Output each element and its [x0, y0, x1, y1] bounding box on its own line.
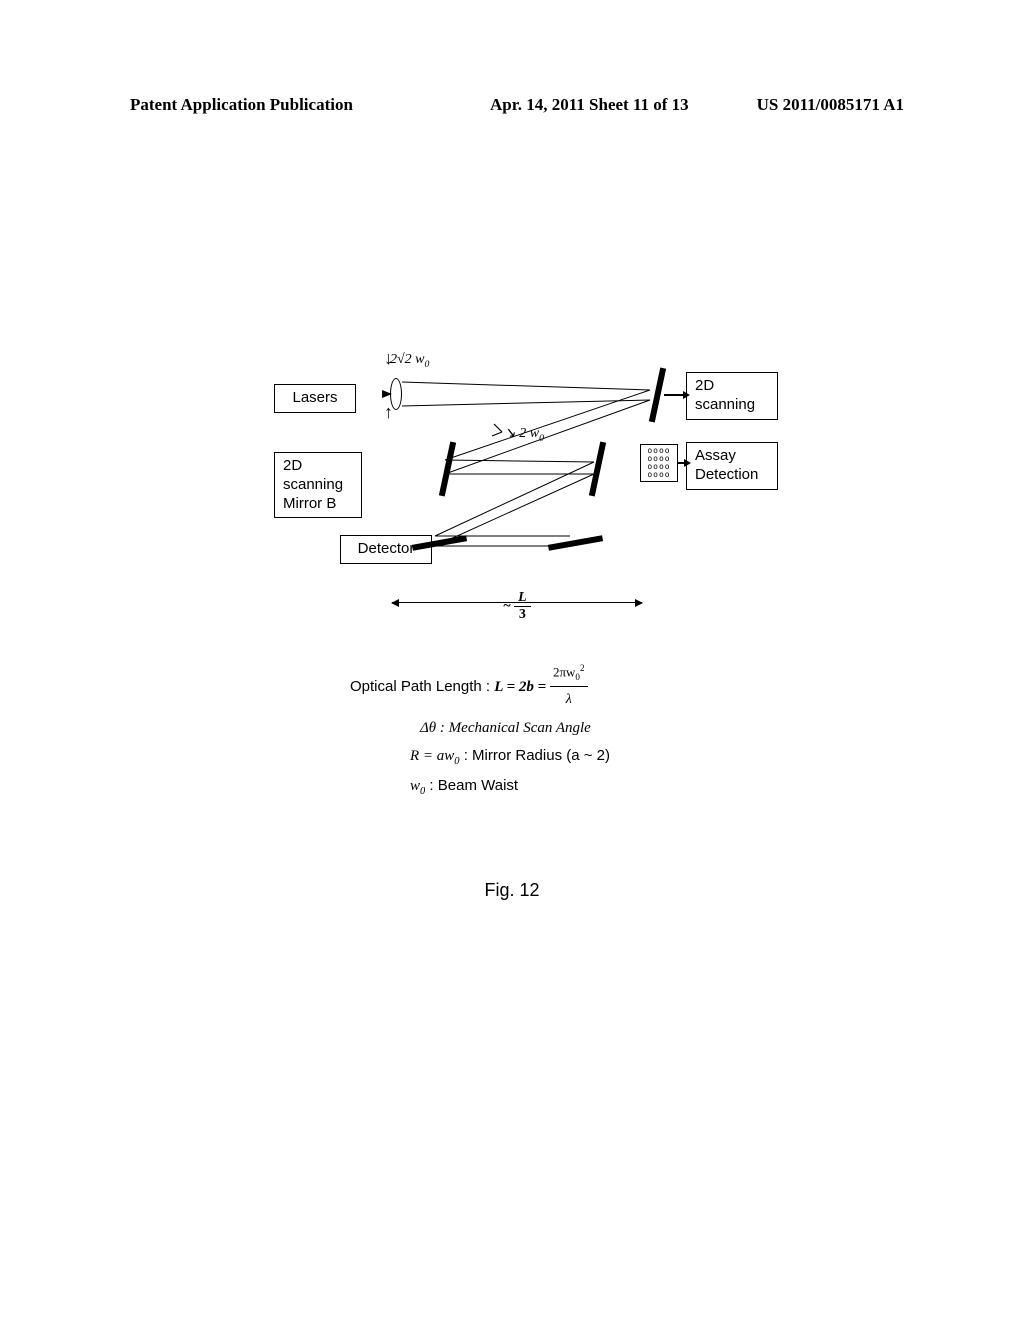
length-tilde: ~: [503, 599, 510, 614]
beam-width-top-text: 2√2 w: [390, 352, 425, 367]
eq-scan-angle-text: Δθ : Mechanical Scan Angle: [420, 720, 591, 736]
mirror-2: [589, 441, 606, 496]
eq-opl-num-sub: 0: [575, 672, 580, 682]
eq-mirror-radius: R = aw0 : Mirror Radius (a ~ 2): [350, 742, 610, 772]
equations-block: Optical Path Length : L = 2b = 2πw02 λ Δ…: [350, 660, 610, 802]
scan2d-l2: scanning: [695, 396, 755, 413]
eq-opl-var: L = 2b =: [494, 679, 550, 695]
page-header: Patent Application Publication Apr. 14, …: [130, 95, 904, 115]
length-num: L: [514, 590, 531, 607]
mirror-3: [439, 441, 456, 496]
scan2d-box: 2D scanning: [686, 372, 778, 420]
header-right: US 2011/0085171 A1: [757, 95, 904, 115]
arrow-to-assay: [678, 462, 685, 464]
eq-mr-l: R = aw: [410, 748, 454, 764]
assay-l2: Detection: [695, 466, 758, 483]
eq-mr-r: : Mirror Radius (a ~ 2): [460, 747, 610, 764]
header-center: Apr. 14, 2011 Sheet 11 of 13: [490, 95, 689, 115]
well-plate-icon: oooooooooooooooo: [640, 444, 678, 482]
eq-opl: Optical Path Length : L = 2b = 2πw02 λ: [350, 660, 610, 714]
eq-opl-den: λ: [550, 687, 588, 714]
eq-beam-waist: w0 : Beam Waist: [350, 772, 610, 802]
beam-arrow-down: ↑: [384, 402, 393, 423]
beam-width-mid: ↘ 2 w0: [504, 425, 544, 444]
eq-opl-label: Optical Path Length :: [350, 678, 494, 695]
lasers-box: Lasers: [274, 384, 356, 413]
header-left: Patent Application Publication: [130, 95, 353, 115]
beam-width-top-sub: 0: [425, 359, 430, 370]
beam-width-mid-sub: 0: [539, 433, 544, 444]
figure-caption: Fig. 12: [0, 880, 1024, 901]
length-den: 3: [514, 607, 531, 623]
mirrorb-l1: 2D: [283, 457, 302, 474]
mirror-b-box: 2D scanning Mirror B: [274, 452, 362, 518]
beam-width-mid-text: 2 w: [519, 426, 539, 441]
mirrorb-l3: Mirror B: [283, 495, 336, 512]
eq-scan-angle: Δθ : Mechanical Scan Angle: [350, 714, 610, 743]
assay-box: Assay Detection: [686, 442, 778, 490]
mirror-4: [548, 535, 603, 550]
scan2d-l1: 2D: [695, 377, 714, 394]
arrow-to-scan: [664, 394, 684, 396]
assay-l1: Assay: [695, 447, 736, 464]
eq-bw-r: : Beam Waist: [425, 777, 518, 794]
eq-opl-num-sup: 2: [580, 663, 585, 673]
optical-diagram: Lasers 2D scanning Mirror B Detector 2D …: [270, 370, 810, 650]
beam-width-top: 2√2 w0: [390, 352, 429, 370]
eq-bw-l: w: [410, 778, 420, 794]
eq-opl-num: 2πw: [553, 664, 575, 679]
mirrorb-l2: scanning: [283, 476, 343, 493]
length-indicator: ~ L 3: [392, 590, 642, 623]
